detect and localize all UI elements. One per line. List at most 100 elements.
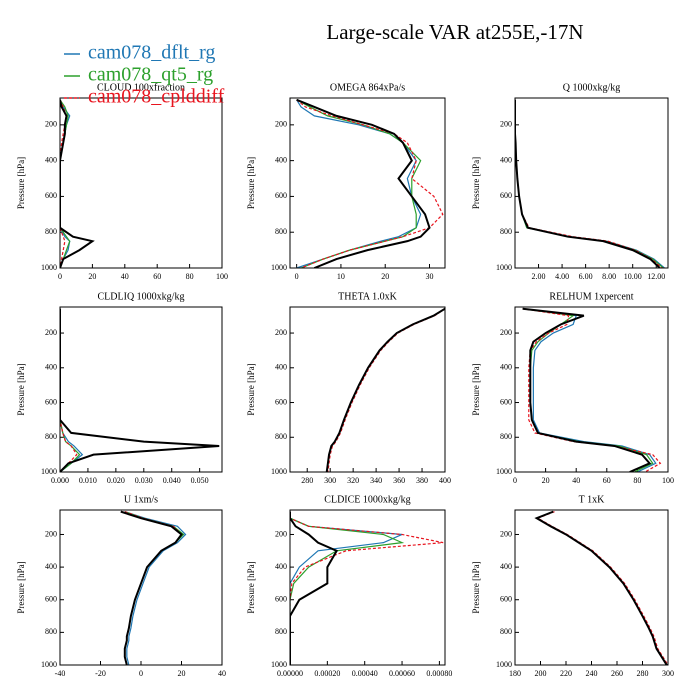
plot-frame (59, 306, 223, 473)
profile-line (326, 308, 445, 472)
profile-line (60, 99, 71, 268)
panel-title: OMEGA 864xPa/s (330, 82, 405, 93)
x-tick-label: 300 (324, 476, 336, 485)
x-tick-label: -20 (95, 669, 106, 678)
y-tick-label: 800 (500, 432, 512, 441)
y-tick-label: 400 (500, 562, 512, 571)
profile-line (296, 98, 431, 268)
profile-line (120, 510, 183, 665)
x-tick-label: 0 (58, 272, 62, 281)
profile-line (124, 511, 187, 665)
y-tick-label: 1000 (271, 660, 287, 669)
plot-frame (514, 97, 669, 269)
y-tick-label: 600 (45, 191, 57, 200)
profile-line (60, 308, 84, 472)
y-tick-label: 200 (500, 328, 512, 337)
y-tick-label: 400 (275, 562, 287, 571)
x-tick-label: 40 (121, 272, 129, 281)
profile-line (535, 511, 668, 665)
profile-line (60, 308, 78, 472)
legend-label: cam078_dflt_rg (88, 42, 215, 64)
plot-frame (289, 509, 446, 666)
y-tick-label: 400 (45, 363, 57, 372)
profile-line (522, 308, 662, 472)
x-tick-label: 0.00080 (426, 669, 452, 678)
profile-line (124, 511, 183, 665)
panel-title: T 1xK (579, 494, 605, 505)
legend-label: cam078_qt5_rg (88, 64, 213, 86)
y-tick-label: 600 (275, 595, 287, 604)
profile-line (290, 511, 339, 665)
x-tick-label: 0.030 (135, 476, 153, 485)
x-tick-label: 200 (535, 669, 547, 678)
plot-frame (514, 306, 669, 473)
y-axis-label: Pressure [hPa] (246, 157, 256, 209)
profile-line (326, 308, 445, 472)
y-tick-label: 1000 (41, 660, 57, 669)
x-tick-label: 240 (586, 669, 598, 678)
y-tick-label: 400 (500, 363, 512, 372)
y-tick-label: 800 (500, 227, 512, 236)
plot-frame (59, 97, 223, 269)
y-tick-label: 200 (275, 120, 287, 129)
figure-title: Large-scale VAR at255E,-17N (326, 20, 583, 44)
y-tick-label: 600 (275, 191, 287, 200)
y-tick-label: 600 (500, 191, 512, 200)
y-tick-label: 200 (45, 120, 57, 129)
y-tick-label: 200 (275, 328, 287, 337)
y-tick-label: 1000 (496, 467, 512, 476)
panel-title: CLDICE 1000xkg/kg (324, 494, 410, 505)
y-tick-label: 1000 (496, 660, 512, 669)
panel-title: THETA 1.0xK (338, 291, 397, 302)
x-tick-label: 0 (295, 272, 299, 281)
x-tick-label: 0.040 (163, 476, 181, 485)
y-tick-label: 1000 (41, 467, 57, 476)
profile-line (534, 510, 668, 665)
y-axis-label: Pressure [hPa] (16, 157, 26, 209)
panel-title: CLOUD 100xfraction (97, 82, 185, 93)
y-axis-label: Pressure [hPa] (16, 363, 26, 415)
x-tick-label: 0 (513, 476, 517, 485)
x-tick-label: 100 (662, 476, 674, 485)
x-tick-label: 20 (381, 272, 389, 281)
x-tick-label: 400 (439, 476, 451, 485)
y-axis-label: Pressure [hPa] (246, 561, 256, 613)
x-tick-label: 280 (301, 476, 313, 485)
y-tick-label: 400 (275, 363, 287, 372)
profile-line (290, 511, 405, 665)
panel-title: U 1xm/s (124, 494, 158, 505)
plot-frame (289, 97, 446, 269)
x-tick-label: 80 (633, 476, 641, 485)
y-tick-label: 200 (45, 328, 57, 337)
x-tick-label: 20 (178, 669, 186, 678)
y-tick-label: 200 (500, 120, 512, 129)
profile-line (515, 99, 661, 268)
x-tick-label: 40 (572, 476, 580, 485)
x-tick-label: 0 (139, 669, 143, 678)
profile-line (60, 99, 71, 268)
y-tick-label: 400 (45, 155, 57, 164)
profile-line (522, 307, 652, 472)
x-tick-label: -40 (55, 669, 66, 678)
x-tick-label: 20 (88, 272, 96, 281)
y-axis-label: Pressure [hPa] (471, 561, 481, 613)
y-tick-label: 400 (45, 562, 57, 571)
y-tick-label: 800 (45, 432, 57, 441)
y-tick-label: 600 (500, 595, 512, 604)
x-tick-label: 0.000 (51, 476, 69, 485)
y-tick-label: 600 (275, 397, 287, 406)
legend-label: cam078_cplddiff (88, 86, 225, 108)
x-tick-label: 0.00000 (277, 669, 303, 678)
profile-line (60, 308, 220, 472)
plot-frame (289, 306, 446, 473)
profile-line (515, 99, 664, 268)
x-tick-label: 60 (603, 476, 611, 485)
x-tick-label: 30 (426, 272, 434, 281)
y-tick-label: 800 (45, 227, 57, 236)
y-tick-label: 1000 (496, 263, 512, 272)
profile-line (325, 307, 445, 472)
x-tick-label: 10 (337, 272, 345, 281)
profile-line (60, 308, 81, 472)
x-tick-label: 0.00020 (314, 669, 340, 678)
